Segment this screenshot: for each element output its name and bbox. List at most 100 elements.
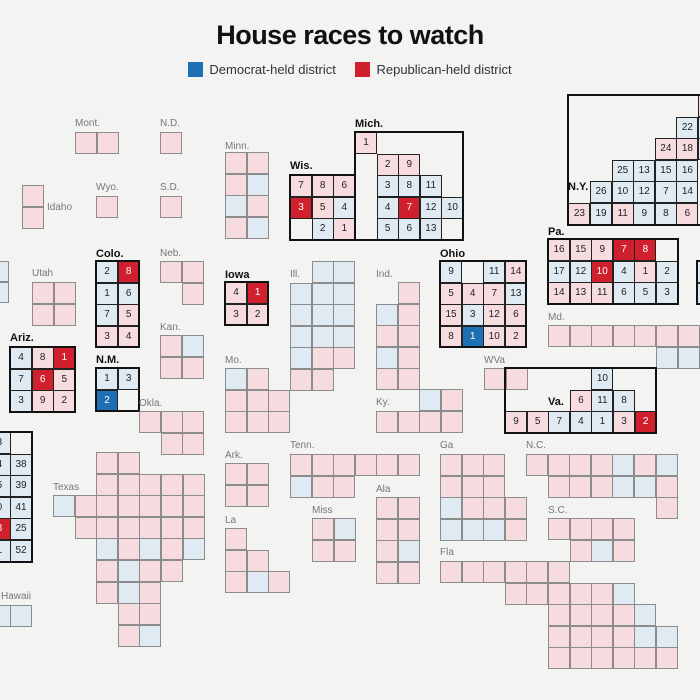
district-cell-tenn — [311, 454, 334, 477]
district-cell-ky — [376, 410, 399, 433]
state-label-wis: Wis. — [290, 160, 313, 172]
district-cell-ga — [461, 454, 484, 477]
district-cell-ill — [311, 325, 334, 348]
district-cell-hawaii — [10, 605, 33, 628]
district-cell-ohio: 1 — [461, 325, 484, 348]
district-cell-md — [612, 325, 635, 348]
district-cell-minn — [246, 173, 269, 196]
district-cell-calif: 41 — [10, 496, 33, 519]
district-cell-ariz: 8 — [31, 347, 54, 370]
district-cell-wva — [505, 368, 528, 391]
district-cell-minn — [246, 195, 269, 218]
district-cell-ala — [376, 497, 399, 520]
district-cell-mo — [268, 411, 291, 434]
state-label-ill: Ill. — [290, 269, 300, 280]
state-label-mont: Mont. — [75, 118, 101, 129]
republican-swatch — [355, 62, 371, 77]
district-cell-s-d — [160, 196, 183, 219]
district-cell-mo — [225, 389, 248, 412]
district-cell-mich: 8 — [398, 175, 421, 198]
district-cell-ill — [290, 369, 313, 392]
district-cell-fla — [504, 582, 527, 605]
district-cell-mo — [246, 368, 269, 391]
district-cell-fla — [612, 625, 635, 648]
district-cell-ga — [483, 475, 506, 498]
state-label-ala: Ala — [376, 484, 391, 495]
district-cell-texas — [139, 473, 162, 496]
district-cell-fla — [569, 647, 592, 670]
district-cell-texas — [74, 495, 97, 518]
district-cell-mich: 11 — [419, 175, 442, 198]
state-label-mich: Mich. — [355, 118, 384, 130]
district-cell-fla — [548, 582, 571, 605]
district-cell-n-y: 19 — [590, 203, 613, 226]
district-cell-md — [677, 325, 700, 348]
district-cell-va: 3 — [613, 411, 636, 434]
district-cell-n-y: 8 — [654, 203, 677, 226]
district-cell-wis: 6 — [333, 175, 356, 198]
page-title: House races to watch — [216, 20, 484, 50]
district-cell-ind — [376, 303, 399, 326]
district-cell-ill — [311, 304, 334, 327]
district-cell-texas — [139, 581, 162, 604]
district-cell-n-y: 25 — [611, 159, 634, 182]
district-cell-ill — [311, 347, 334, 370]
district-cell-wva — [484, 368, 507, 391]
district-cell-ohio: 10 — [483, 325, 506, 348]
district-cell-pa: 1 — [634, 260, 657, 283]
district-cell-miss — [333, 539, 356, 562]
district-cell-n-c — [655, 475, 678, 498]
state-label-minn: Minn. — [225, 141, 250, 152]
district-cell-pa: 10 — [591, 260, 614, 283]
district-cell-mich: 5 — [376, 218, 399, 241]
district-cell-texas — [117, 560, 140, 583]
district-cell-n-c — [590, 475, 613, 498]
district-cell-fla — [612, 582, 635, 605]
district-cell-mo — [225, 368, 248, 391]
district-cell-pa: 16 — [548, 239, 571, 262]
district-cell-n-y: 24 — [654, 138, 677, 161]
district-cell-n-y: 22 — [676, 116, 699, 139]
district-cell-n-y: 6 — [676, 203, 699, 226]
state-label-hawaii: Hawaii — [1, 591, 32, 602]
district-cell-n-y: 15 — [654, 159, 677, 182]
district-cell-n-y: 7 — [654, 181, 677, 204]
district-cell-n-c — [655, 497, 678, 520]
district-cell-wis: 3 — [290, 196, 313, 219]
district-cell-n-c — [547, 454, 570, 477]
district-cell-ga — [440, 475, 463, 498]
district-cell-kan — [181, 356, 204, 379]
state-label-s-c: S.C. — [548, 505, 568, 516]
district-cell-wis: 4 — [333, 196, 356, 219]
district-cell-ariz: 1 — [53, 347, 76, 370]
district-cell-texas — [96, 538, 119, 561]
district-cell-md — [569, 325, 592, 348]
district-cell-texas — [117, 603, 140, 626]
district-cell-n-m: 2 — [96, 389, 119, 412]
district-cell-fla — [656, 625, 679, 648]
district-cell-idaho — [22, 206, 45, 229]
legend-item-democrat: Democrat-held district — [188, 62, 336, 77]
district-cell-texas — [161, 560, 184, 583]
district-cell-s-c — [591, 518, 614, 541]
district-cell-la — [268, 571, 291, 594]
district-cell-ill — [290, 304, 313, 327]
legend: Democrat-held district Republican-held d… — [0, 62, 700, 77]
district-cell-n-c — [634, 475, 657, 498]
district-cell-fla — [548, 561, 571, 584]
district-cell-ohio: 12 — [483, 304, 506, 327]
district-cell-pa: 2 — [656, 260, 679, 283]
district-cell-n-c — [655, 454, 678, 477]
district-cell-ariz: 4 — [10, 347, 33, 370]
district-cell-s-c — [591, 539, 614, 562]
district-cell-n-c — [569, 454, 592, 477]
district-cell-mich: 3 — [376, 175, 399, 198]
district-cell-ky — [419, 410, 442, 433]
district-cell-ind — [376, 325, 399, 348]
district-cell-va: 4 — [569, 411, 592, 434]
district-cell-la — [225, 571, 248, 594]
district-cell-tenn — [376, 454, 399, 477]
district-cell-fla — [612, 647, 635, 670]
district-cell-fla — [548, 647, 571, 670]
district-cell-kan — [160, 335, 183, 358]
